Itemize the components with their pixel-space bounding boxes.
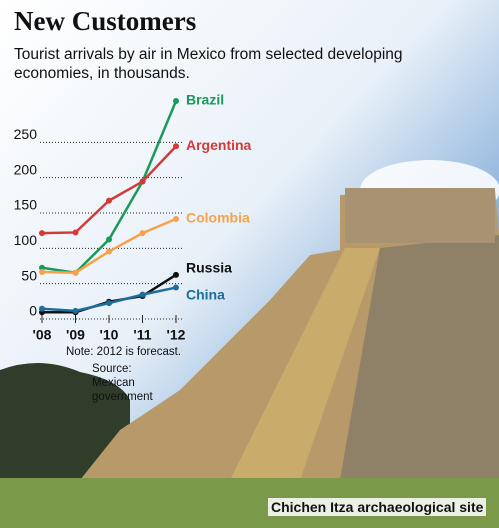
y-tick-label: 200 <box>14 161 38 177</box>
point <box>173 143 179 150</box>
point <box>139 230 146 237</box>
note: Note: 2012 is forecast. <box>66 346 182 358</box>
point <box>106 236 112 243</box>
y-tick-label: 50 <box>21 267 37 283</box>
x-tick-label: '12 <box>167 327 186 343</box>
point <box>106 300 112 307</box>
point <box>173 271 179 278</box>
point <box>39 305 45 312</box>
series-label: Russia <box>186 260 232 276</box>
point <box>173 216 179 223</box>
series-label: Colombia <box>186 210 250 226</box>
caption: Chichen Itza archaeological site <box>268 498 487 516</box>
point <box>39 230 45 237</box>
y-tick-label: 150 <box>14 197 38 213</box>
point <box>106 197 112 204</box>
point <box>72 269 79 276</box>
y-tick-label: 0 <box>29 303 37 319</box>
x-tick-label: '09 <box>66 327 85 343</box>
point <box>173 284 179 291</box>
point <box>72 307 79 314</box>
source: Source: Mexican government <box>92 363 153 403</box>
point <box>173 98 179 104</box>
subtitle: Tourist arrivals by air in Mexico from s… <box>14 46 403 82</box>
series-label: Brazil <box>186 92 224 108</box>
point <box>39 264 45 271</box>
point <box>139 178 146 185</box>
point <box>39 269 45 276</box>
pyramid-stairs <box>230 248 380 480</box>
trees <box>0 362 130 480</box>
x-tick-label: '08 <box>33 327 52 343</box>
series-label: Argentina <box>186 137 252 153</box>
x-tick-label: '10 <box>100 327 119 343</box>
point <box>139 291 146 298</box>
series-label: China <box>186 286 225 302</box>
point <box>72 229 79 236</box>
y-tick-label: 100 <box>14 232 38 248</box>
x-tick-label: '11 <box>133 327 151 343</box>
title: New Customers <box>14 6 197 36</box>
pyramid-shade <box>340 235 499 480</box>
temple <box>345 188 495 243</box>
point <box>106 248 112 255</box>
y-tick-label: 250 <box>14 126 38 142</box>
